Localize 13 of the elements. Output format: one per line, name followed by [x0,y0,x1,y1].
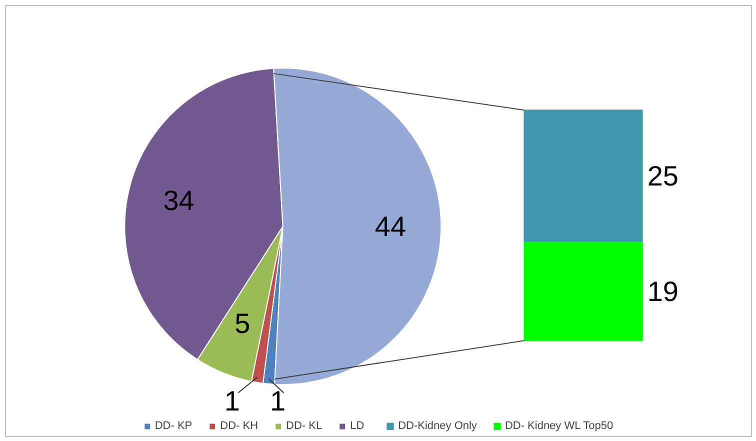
legend-label: DD- KP [154,420,192,432]
legend-label: DD-Kidney Only [398,420,477,432]
data-label: 1 [224,386,240,417]
legend-label: LD [350,420,366,432]
legend-label: DD- KH [220,420,258,432]
data-label: 5 [234,308,250,339]
data-label: 34 [163,185,194,216]
legend-label: DD- KL [286,420,322,432]
legend-label: DD- Kidney WL Top50 [504,420,614,432]
data-label: 19 [647,276,679,307]
data-label: 1 [270,386,286,417]
data-label: 44 [374,211,406,242]
data-label: 25 [647,160,679,192]
